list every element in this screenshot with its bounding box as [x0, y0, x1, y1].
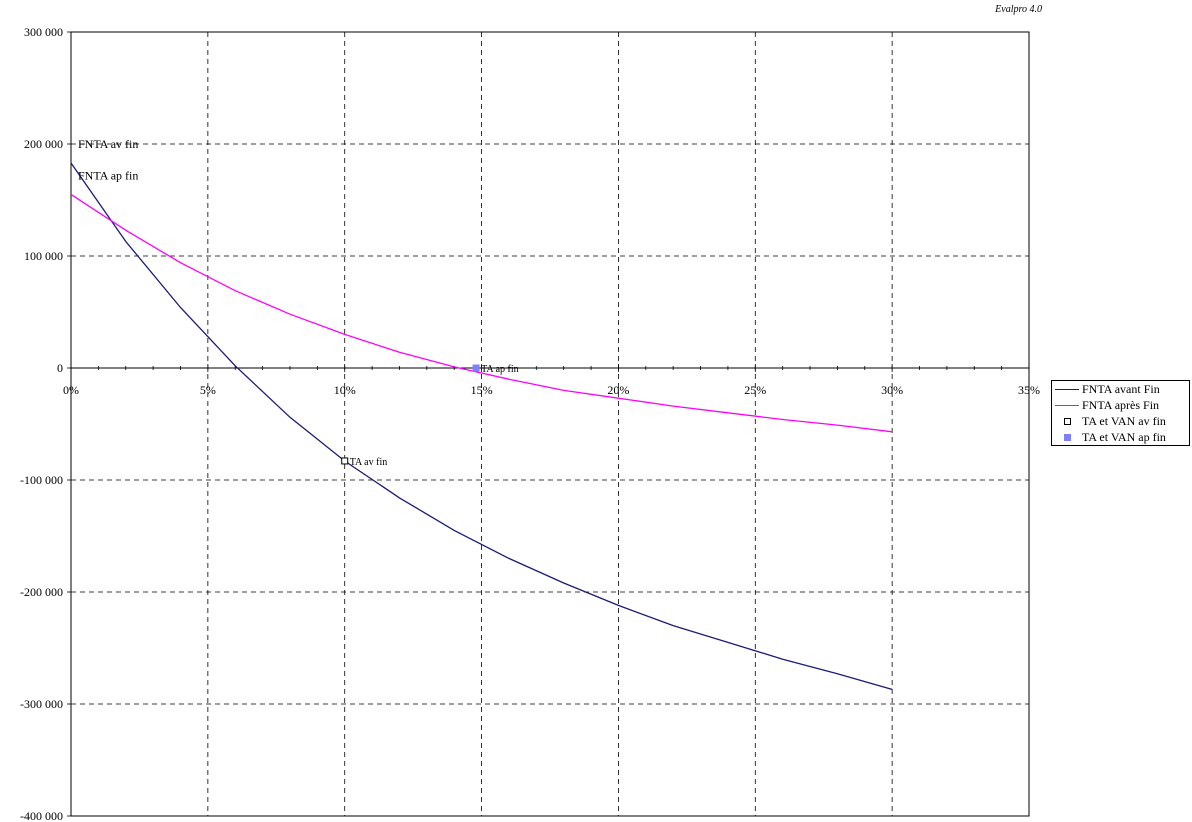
legend-item-series-2: FNTA après Fin — [1052, 397, 1189, 413]
annotations: FNTA av fin FNTA ap fin — [78, 137, 138, 182]
watermark-label: Evalpro 4.0 — [995, 4, 1042, 15]
legend-label: TA et VAN ap fin — [1082, 429, 1166, 444]
series-annotation: FNTA ap fin — [78, 168, 138, 182]
legend-item-series-4: TA et VAN ap fin — [1052, 429, 1189, 445]
series-group: TA av fin TA ap fin — [70, 162, 893, 691]
legend-label: TA et VAN av fin — [1082, 413, 1166, 428]
series-annotation: FNTA av fin — [78, 137, 138, 151]
chart-legend: FNTA avant Fin FNTA après Fin TA et VAN … — [1051, 380, 1190, 446]
y-tick-label: -300 000 — [20, 697, 63, 711]
x-tick-label: 25% — [744, 383, 766, 397]
x-tick-label: 15% — [471, 383, 493, 397]
legend-label: FNTA après Fin — [1082, 397, 1160, 412]
data-point-marker — [472, 364, 480, 372]
y-tick-label: -100 000 — [20, 473, 63, 487]
data-point-marker — [341, 457, 349, 465]
x-tick-label: 30% — [881, 383, 903, 397]
y-tick-label: 200 000 — [24, 137, 63, 151]
x-axis-labels: 0% 5% 10% 15% 20% 25% 30% 35% — [63, 383, 1040, 397]
x-tick-label: 20% — [607, 383, 629, 397]
y-tick-label: -400 000 — [20, 809, 63, 822]
legend-label: FNTA avant Fin — [1082, 381, 1160, 396]
plot-area — [70, 31, 1030, 817]
data-point-label: TA ap fin — [481, 364, 519, 375]
legend-item-series-3: TA et VAN av fin — [1052, 413, 1189, 429]
x-tick-label: 5% — [200, 383, 216, 397]
data-point-label: TA av fin — [350, 457, 388, 468]
y-tick-label: 300 000 — [24, 25, 63, 39]
legend-marker-swatch — [1055, 414, 1079, 429]
y-axis-labels: 300 000 200 000 100 000 0 -100 000 -200 000 -3… — [20, 25, 63, 822]
grid-lines — [71, 32, 1029, 816]
y-tick-label: 100 000 — [24, 249, 63, 263]
legend-line-swatch — [1055, 404, 1079, 406]
x-tick-label: 10% — [334, 383, 356, 397]
x-tick-label: 0% — [63, 383, 79, 397]
legend-marker-swatch — [1055, 430, 1079, 445]
y-tick-label: -200 000 — [20, 585, 63, 599]
y-tick-label: 0 — [57, 361, 63, 375]
axis-ticks — [67, 31, 1030, 817]
legend-item-series-1: FNTA avant Fin — [1052, 381, 1189, 397]
x-tick-label: 35% — [1018, 383, 1040, 397]
legend-line-swatch — [1055, 388, 1079, 390]
series-line-1 — [70, 162, 893, 691]
series-line-2 — [70, 193, 893, 433]
